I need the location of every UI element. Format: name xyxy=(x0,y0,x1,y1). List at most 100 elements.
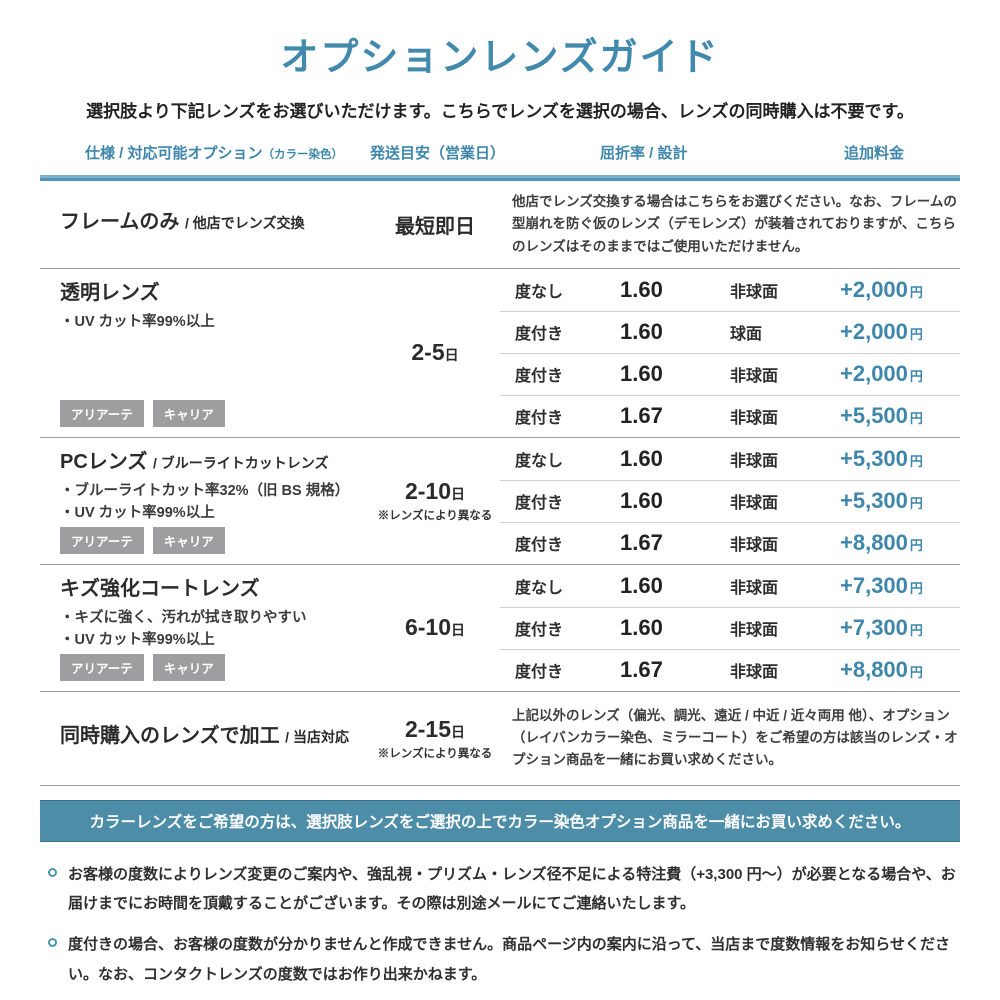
lens-option-row: 度付き 1.60 非球面 +7,300 円 xyxy=(500,606,960,649)
option-rows: 度なし 1.60 非球面 +7,300 円 度付き 1.60 非球面 +7,300… xyxy=(500,565,960,691)
section-title-suffix: / ブルーライトカットレンズ xyxy=(152,454,329,471)
feature-item: ・UV カット率99%以上 xyxy=(60,313,215,330)
price-unit: 円 xyxy=(909,369,923,385)
feature-item: ・UV カット率99%以上 xyxy=(60,505,215,522)
lens-option-row: 度付き 1.60 球面 +2,000 円 xyxy=(500,310,960,353)
price-value: +5,300 xyxy=(840,488,908,514)
section-title-suffix: / 当店対応 xyxy=(285,729,349,746)
header-spec-small: （カラー染色） xyxy=(262,149,344,161)
frame-only-spec: フレームのみ / 他店でレンズ交換 xyxy=(60,181,370,268)
section-scratch-coat-lens: キズ強化コートレンズ ・キズに強く、汚れが拭き取りやすい ・UV カット率99%… xyxy=(40,565,960,692)
header-divider xyxy=(40,175,960,181)
power-type: 度なし xyxy=(515,579,564,597)
pc-lens-spec: PCレンズ / ブルーライトカットレンズ ・ブルーライトカット率32%（旧 BS… xyxy=(60,438,370,564)
lens-option-row: 度付き 1.67 非球面 +5,500 円 xyxy=(500,394,960,437)
header-right-group: 屈折率 / 設計 追加料金 xyxy=(500,142,960,163)
header-refraction: 屈折率 / 設計 xyxy=(600,145,688,162)
section-title: 同時購入のレンズで加工 / 当店対応 xyxy=(60,724,370,748)
shipping-unit: 日 xyxy=(451,723,466,740)
refraction-index: 1.60 xyxy=(620,615,663,641)
footnote-item: お客様の度数によりレンズ変更のご案内や、強乱視・プリズム・レンズ径不足による特注… xyxy=(48,860,960,919)
refraction-index: 1.67 xyxy=(620,403,663,429)
power-type: 度付き xyxy=(515,537,564,555)
refraction-index: 1.60 xyxy=(620,361,663,387)
price-value: +8,800 xyxy=(840,530,908,556)
price-value: +7,300 xyxy=(840,572,908,598)
price-unit: 円 xyxy=(909,453,923,469)
lens-option-row: 度なし 1.60 非球面 +5,300 円 xyxy=(500,438,960,480)
power-type: 度付き xyxy=(515,622,564,640)
shipping-unit: 日 xyxy=(451,486,466,503)
badge-group: アリアーテ キャリア xyxy=(60,653,370,681)
badge-group: アリアーテ キャリア xyxy=(60,399,370,427)
refraction-index: 1.60 xyxy=(620,572,663,598)
note-cell: 上記以外のレンズ（偏光、調光、遠近 / 中近 / 近々両用 他）、オプション（レ… xyxy=(500,692,960,785)
lens-option-row: 度付き 1.60 非球面 +2,000 円 xyxy=(500,352,960,395)
price-value: +2,000 xyxy=(840,276,908,302)
badge-carrier: キャリア xyxy=(152,399,225,427)
header-spec: 仕様 / 対応可能オプション（カラー染色） xyxy=(85,142,370,163)
power-type: 度なし xyxy=(515,283,564,301)
lens-design: 非球面 xyxy=(730,410,779,428)
refraction-index: 1.60 xyxy=(620,319,663,345)
footnote-text: 度付きの場合、お客様の度数が分かりませんと作成できません。商品ページ内の案内に沿… xyxy=(68,936,951,983)
section-note: 上記以外のレンズ（偏光、調光、遠近 / 中近 / 近々両用 他）、オプション（レ… xyxy=(512,707,958,768)
price-value: +5,500 xyxy=(840,403,908,429)
circle-bullet-icon xyxy=(48,938,57,948)
section-title-main: フレームのみ xyxy=(60,211,180,234)
feature-item: ・UV カット率99%以上 xyxy=(60,632,215,649)
section-title-main: PCレンズ xyxy=(60,450,148,473)
shipping-value: 2-15 xyxy=(404,715,452,742)
lens-design: 非球面 xyxy=(730,537,779,555)
shipping-cell: 6-10日 xyxy=(370,565,500,691)
shipping-cell: 2-15日 ※レンズにより異なる xyxy=(370,692,500,785)
shipping-cell: 2-10日 ※レンズにより異なる xyxy=(370,438,500,564)
badge-ariarte: アリアーテ xyxy=(60,399,144,427)
table-header-row: 仕様 / 対応可能オプション（カラー染色） 発送目安（営業日） 屈折率 / 設計… xyxy=(40,142,960,163)
circle-bullet-icon xyxy=(48,867,57,877)
lens-design: 非球面 xyxy=(730,368,779,386)
option-rows: 度なし 1.60 非球面 +2,000 円 度付き 1.60 球面 +2,000 円… xyxy=(500,269,960,437)
section-title-main: 透明レンズ xyxy=(60,281,160,304)
section-title: PCレンズ / ブルーライトカットレンズ xyxy=(60,450,370,474)
price-unit: 円 xyxy=(909,665,923,681)
price-unit: 円 xyxy=(909,623,923,639)
price-unit: 円 xyxy=(909,327,923,343)
shipping-value: 2-10 xyxy=(404,478,452,505)
lens-design: 非球面 xyxy=(730,452,779,470)
header-price: 追加料金 xyxy=(843,145,904,162)
shipping-value: 6-10 xyxy=(404,614,452,641)
feature-item: ・キズに強く、汚れが拭き取りやすい xyxy=(60,609,307,626)
page-subtitle: 選択肢より下記レンズをお選びいただけます。こちらでレンズを選択の場合、レンズの同… xyxy=(86,102,914,121)
lens-design: 非球面 xyxy=(730,495,779,513)
section-title: キズ強化コートレンズ xyxy=(60,577,370,601)
note-cell: 他店でレンズ交換する場合はこちらをお選びください。なお、フレームの型崩れを防ぐ仮… xyxy=(500,181,960,268)
badge-group: アリアーテ キャリア xyxy=(60,526,370,554)
lens-design: 非球面 xyxy=(730,622,779,640)
power-type: 度付き xyxy=(515,410,564,428)
shipping-unit: 日 xyxy=(451,622,466,639)
section-title: フレームのみ / 他店でレンズ交換 xyxy=(60,210,370,234)
price-unit: 円 xyxy=(909,580,923,596)
refraction-index: 1.60 xyxy=(620,488,663,514)
lens-design: 非球面 xyxy=(730,664,779,682)
price-value: +7,300 xyxy=(840,615,908,641)
price-value: +2,000 xyxy=(840,361,908,387)
clear-lens-spec: 透明レンズ ・UV カット率99%以上 アリアーテ キャリア xyxy=(60,269,370,437)
lens-design: 非球面 xyxy=(730,579,779,597)
power-type: 度付き xyxy=(515,368,564,386)
section-title-suffix: / 他店でレンズ交換 xyxy=(184,215,305,232)
badge-carrier: キャリア xyxy=(152,653,225,681)
price-value: +5,300 xyxy=(840,445,908,471)
lens-option-row: 度なし 1.60 非球面 +7,300 円 xyxy=(500,565,960,607)
lens-option-row: 度なし 1.60 非球面 +2,000 円 xyxy=(500,269,960,311)
shipping-cell: 2-5日 xyxy=(370,269,500,437)
power-type: 度付き xyxy=(515,664,564,682)
shipping-note: ※レンズにより異なる xyxy=(377,510,493,523)
badge-carrier: キャリア xyxy=(152,526,225,554)
option-rows: 度なし 1.60 非球面 +5,300 円 度付き 1.60 非球面 +5,300… xyxy=(500,438,960,564)
power-type: 度なし xyxy=(515,452,564,470)
section-clear-lens: 透明レンズ ・UV カット率99%以上 アリアーテ キャリア 2-5日 度なし … xyxy=(40,269,960,438)
header-shipping: 発送目安（営業日） xyxy=(370,145,506,162)
shipping-note: ※レンズにより異なる xyxy=(377,747,493,760)
